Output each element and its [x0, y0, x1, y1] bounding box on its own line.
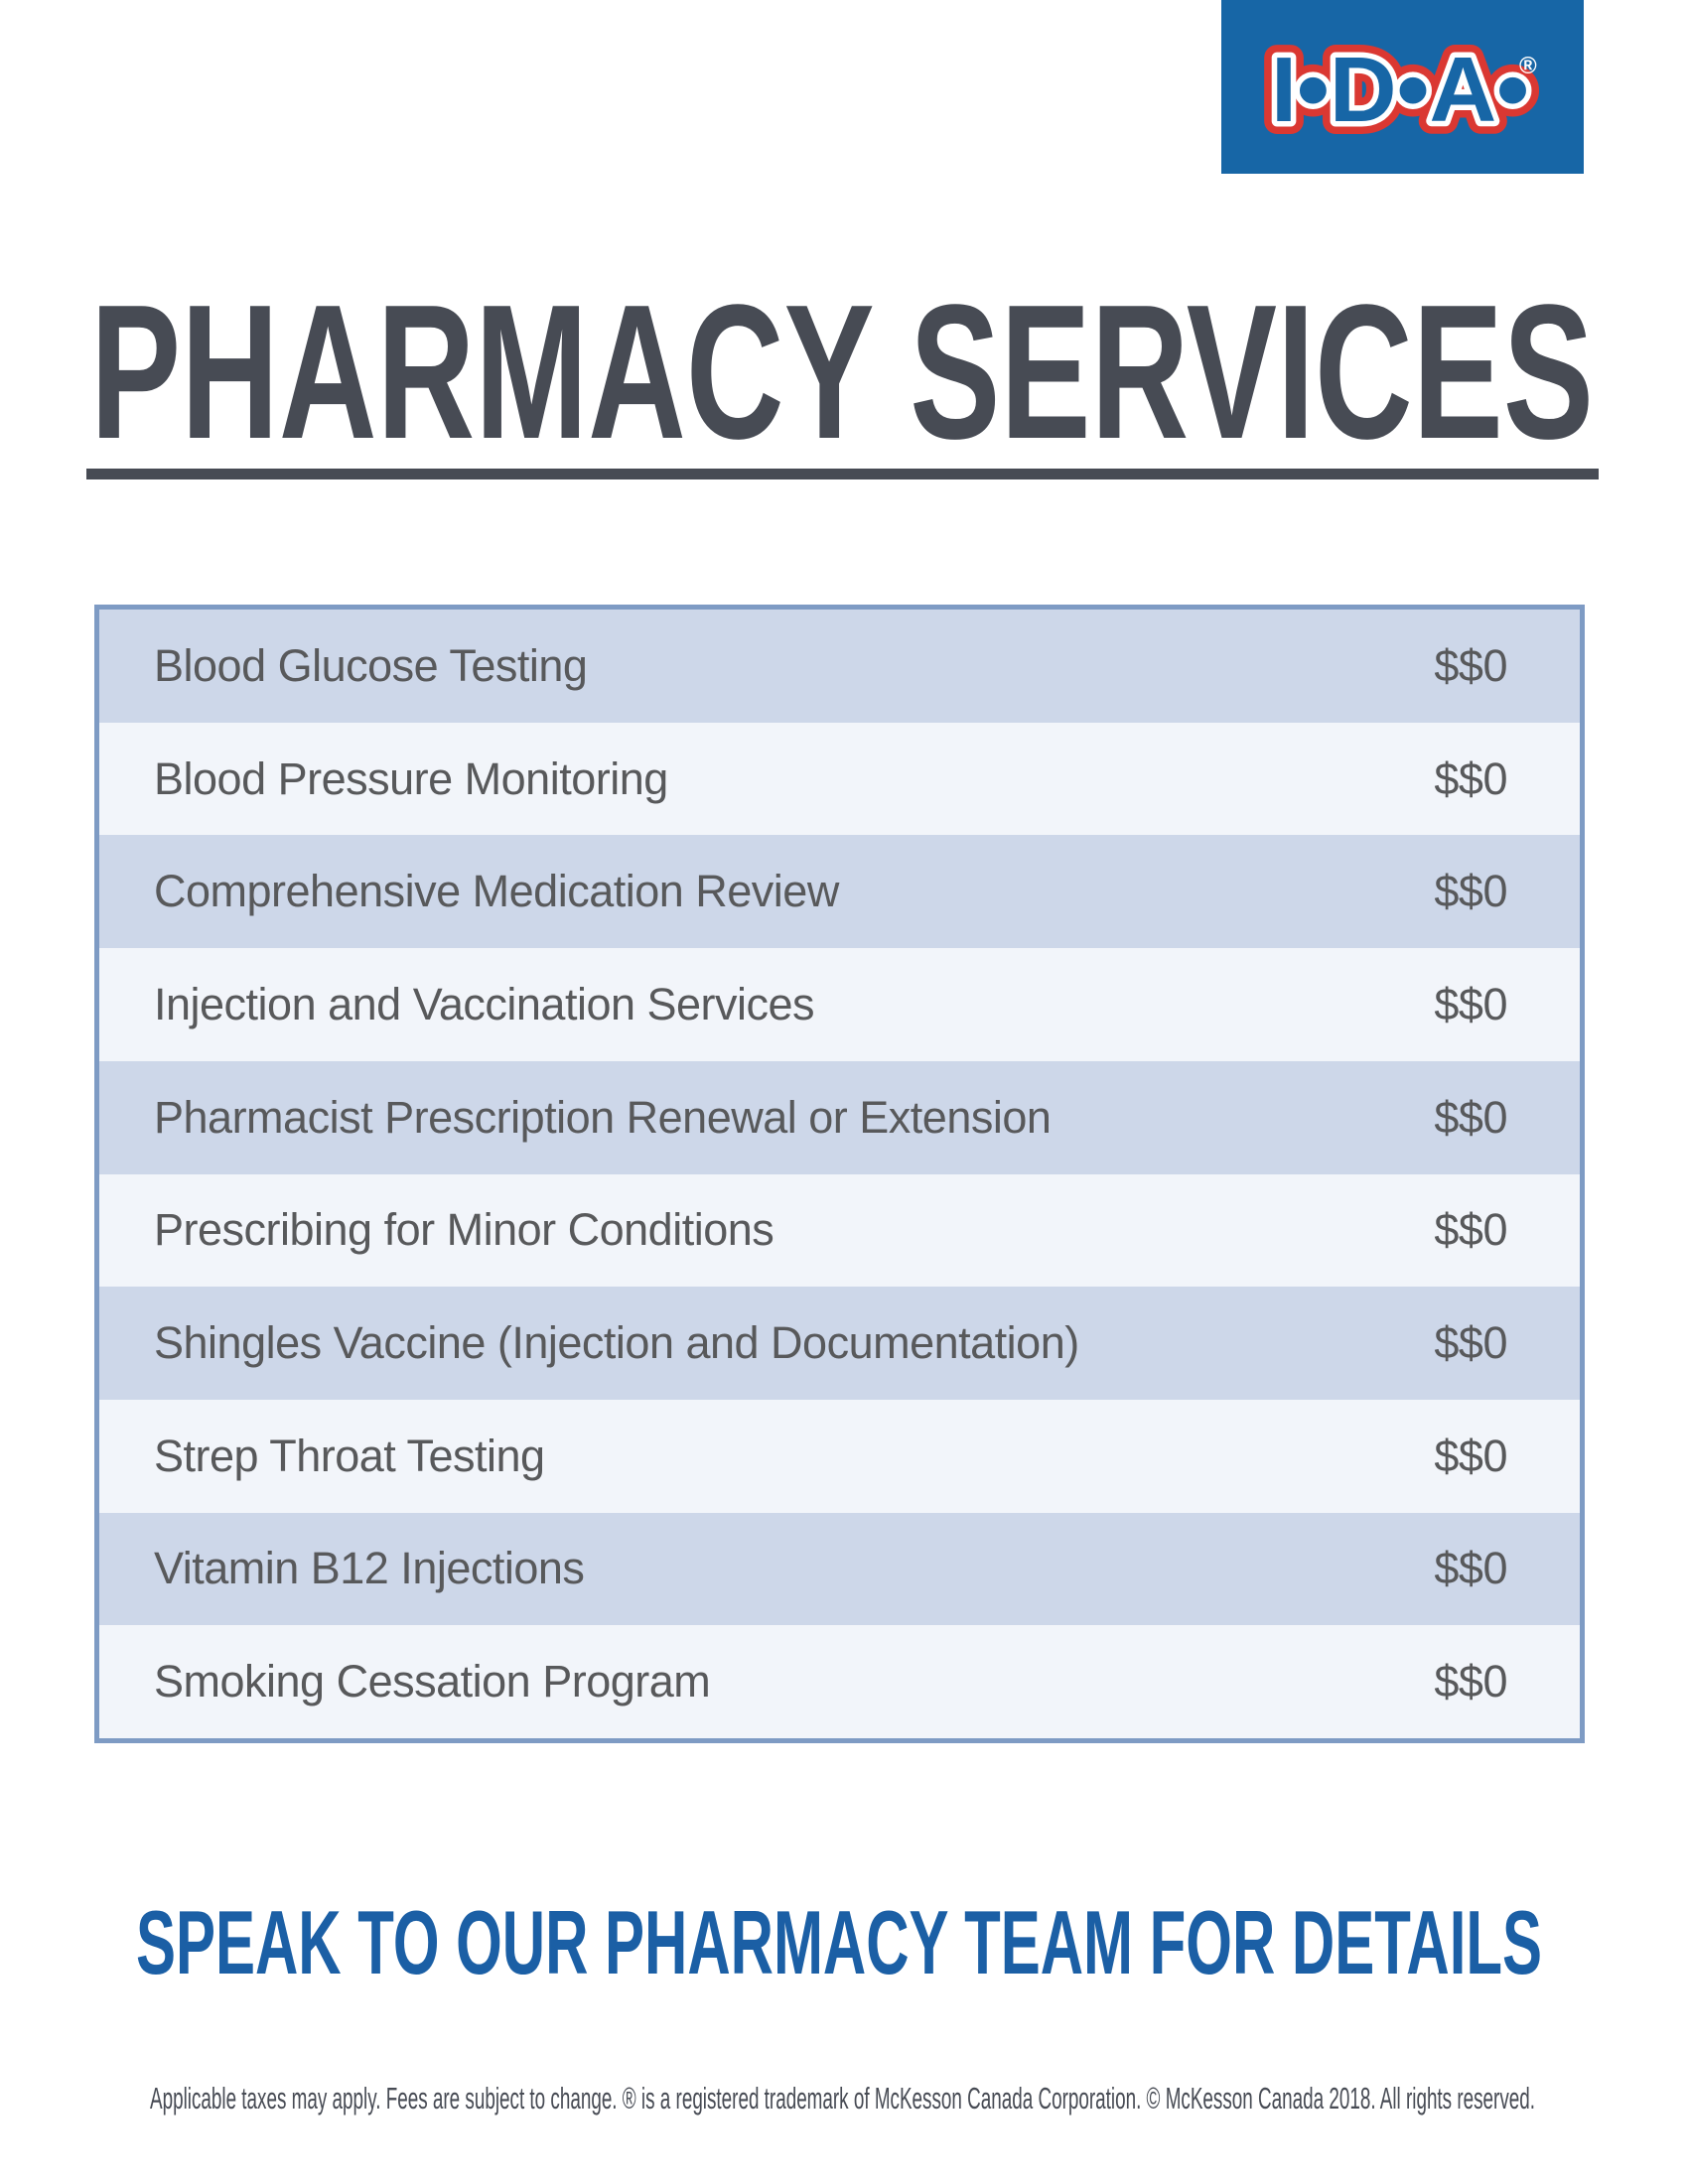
table-row: Blood Pressure Monitoring $$0: [99, 722, 1580, 836]
service-price: $$0: [1434, 639, 1507, 691]
service-name: Vitamin B12 Injections: [154, 1543, 585, 1594]
table-row: Vitamin B12 Injections $$0: [99, 1512, 1580, 1626]
service-price: $$0: [1434, 1204, 1507, 1256]
service-name: Injection and Vaccination Services: [154, 978, 815, 1029]
page-title-block: PHARMACY SERVICES: [90, 301, 1594, 446]
services-table: Blood Glucose Testing $$0 Blood Pressure…: [94, 605, 1585, 1743]
service-price: $$0: [1434, 752, 1507, 804]
brand-text: I•D•A•: [1271, 38, 1529, 141]
service-price: $$0: [1434, 1317, 1507, 1369]
service-name: Strep Throat Testing: [154, 1430, 545, 1481]
service-price: $$0: [1434, 1430, 1507, 1481]
ida-logo-art: I•D•A• I•D•A• I•D•A• ®: [1258, 25, 1542, 154]
service-price: $$0: [1434, 866, 1507, 917]
disclaimer-block: Applicable taxes may apply. Fees are sub…: [150, 2081, 1535, 2116]
table-row: Shingles Vaccine (Injection and Document…: [99, 1287, 1580, 1400]
table-row: Comprehensive Medication Review $$0: [99, 835, 1580, 949]
disclaimer-text: Applicable taxes may apply. Fees are sub…: [150, 2081, 1535, 2116]
service-price: $$0: [1434, 978, 1507, 1029]
service-name: Comprehensive Medication Review: [154, 866, 839, 917]
brand-outline-white: I•D•A•: [1271, 38, 1529, 141]
cta-block: SPEAK TO OUR PHARMACY TEAM FOR DETAILS: [136, 1908, 1542, 1981]
registered-trademark-icon: ®: [1519, 53, 1537, 79]
service-price: $$0: [1434, 1543, 1507, 1594]
brand-outline-red: I•D•A•: [1271, 38, 1529, 141]
table-row: Blood Glucose Testing $$0: [99, 610, 1580, 723]
service-price: $$0: [1434, 1656, 1507, 1707]
table-row: Injection and Vaccination Services $$0: [99, 948, 1580, 1061]
service-name: Smoking Cessation Program: [154, 1656, 711, 1707]
ida-logo: I•D•A• I•D•A• I•D•A• ®: [1221, 0, 1584, 174]
title-underline: [86, 469, 1599, 479]
service-name: Blood Pressure Monitoring: [154, 752, 668, 804]
service-name: Blood Glucose Testing: [154, 639, 588, 691]
service-price: $$0: [1434, 1091, 1507, 1143]
table-row: Smoking Cessation Program $$0: [99, 1625, 1580, 1739]
table-row: Pharmacist Prescription Renewal or Exten…: [99, 1060, 1580, 1174]
table-row: Prescribing for Minor Conditions $$0: [99, 1173, 1580, 1288]
cta-text: SPEAK TO OUR PHARMACY TEAM FOR DETAILS: [136, 1908, 1542, 1981]
service-name: Shingles Vaccine (Injection and Document…: [154, 1317, 1079, 1369]
service-name: Pharmacist Prescription Renewal or Exten…: [154, 1091, 1052, 1143]
table-row: Strep Throat Testing $$0: [99, 1399, 1580, 1513]
page-title: PHARMACY SERVICES: [90, 301, 1594, 446]
service-name: Prescribing for Minor Conditions: [154, 1204, 774, 1256]
